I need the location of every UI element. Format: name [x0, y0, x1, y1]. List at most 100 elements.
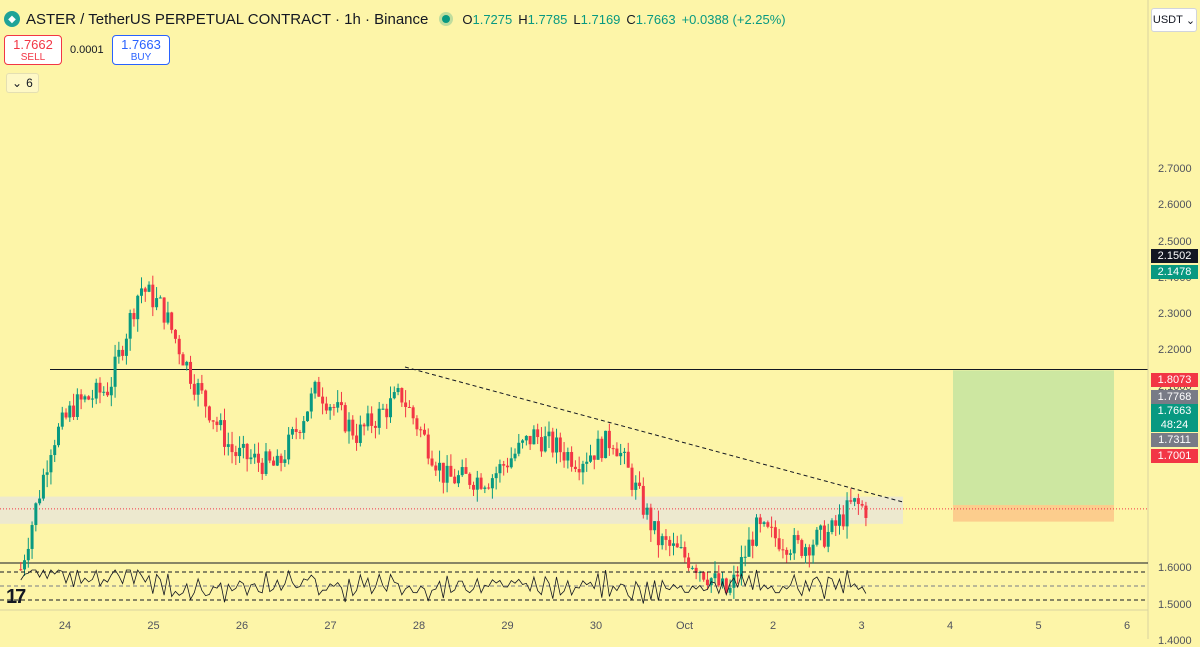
candle [260, 462, 264, 474]
candle [528, 435, 532, 445]
candle [162, 297, 166, 323]
candle [739, 557, 743, 577]
candle [762, 522, 766, 525]
candle [785, 549, 789, 555]
candle [736, 574, 740, 577]
candle [464, 467, 468, 474]
candle [811, 544, 815, 556]
candle [483, 487, 487, 489]
candle [41, 474, 45, 499]
candle [189, 361, 193, 384]
candle [328, 406, 332, 411]
candle [264, 451, 268, 474]
candle [585, 461, 589, 464]
candle [94, 382, 98, 399]
candle [241, 443, 245, 448]
candle [113, 356, 117, 387]
buy-label: BUY [130, 52, 152, 63]
candle [72, 405, 76, 417]
candle [577, 469, 581, 473]
candle [139, 288, 143, 296]
candle [200, 383, 204, 391]
candle [758, 517, 762, 525]
candle [143, 288, 147, 292]
price-axis-label: 1.5000 [1158, 598, 1192, 611]
price-tag: 1.7001 [1151, 449, 1198, 463]
candle [309, 393, 313, 412]
candle [298, 431, 302, 433]
candle [479, 477, 483, 489]
candle [370, 413, 374, 426]
candle [664, 536, 668, 540]
candle [396, 388, 400, 393]
candle [490, 478, 494, 489]
candle [539, 437, 543, 452]
trend-line [404, 366, 904, 503]
candle [513, 453, 517, 459]
aster-logo-icon: ◆ [4, 11, 20, 27]
candle [604, 430, 608, 459]
tradingview-logo[interactable]: 17 [6, 586, 26, 608]
candle [449, 465, 453, 477]
candle [275, 455, 279, 466]
candle [683, 547, 687, 558]
candle [392, 392, 396, 399]
candle [411, 407, 415, 419]
candle [841, 514, 845, 527]
candle [75, 394, 79, 417]
candle [475, 477, 479, 490]
sell-button[interactable]: 1.7662 SELL [4, 35, 62, 65]
indicators-toggle-button[interactable]: ⌄ 6 [6, 73, 39, 93]
candle [630, 467, 634, 490]
candle [834, 520, 838, 526]
price-axis-label: 2.7000 [1158, 162, 1192, 175]
candle [638, 482, 642, 486]
price-tag: 48:24 [1151, 418, 1198, 432]
candle [234, 452, 238, 457]
candle [324, 403, 328, 411]
candle [788, 553, 792, 555]
time-axis-label: Oct [675, 620, 694, 632]
candle [781, 549, 785, 551]
symbol-title: ASTER / TetherUS PERPETUAL CONTRACT · 1h… [26, 10, 429, 28]
candle [351, 419, 355, 436]
candle [362, 424, 366, 427]
price-tag: 2.1502 [1151, 249, 1198, 263]
candle [766, 522, 770, 527]
buy-button[interactable]: 1.7663 BUY [112, 35, 170, 65]
candle [626, 451, 630, 468]
candle [226, 444, 230, 447]
price-axis-label: 2.5000 [1158, 235, 1192, 248]
candle [615, 448, 619, 457]
candle [336, 402, 340, 408]
candle [645, 507, 649, 515]
candle [434, 465, 438, 471]
candle [90, 398, 94, 400]
price-axis-label: 2.2000 [1158, 344, 1192, 357]
candle [468, 473, 472, 485]
candle [524, 435, 528, 441]
candle [339, 402, 343, 406]
candle [562, 452, 566, 461]
candle [853, 498, 857, 502]
price-tag: 1.7768 [1151, 390, 1198, 404]
candle [770, 526, 774, 528]
candle [800, 540, 804, 556]
currency-selector[interactable]: USDT ⌄ [1151, 8, 1197, 32]
oscillator-line [20, 569, 867, 604]
candle [347, 419, 351, 432]
candle [713, 573, 717, 579]
candle [600, 438, 604, 459]
candle [219, 420, 223, 426]
symbol-header[interactable]: ◆ ASTER / TetherUS PERPETUAL CONTRACT · … [4, 9, 786, 29]
candle [204, 390, 208, 407]
candle [83, 396, 87, 400]
candle [641, 485, 645, 515]
candle [532, 429, 536, 445]
time-axis-label: 3 [858, 620, 865, 632]
candle [302, 421, 306, 433]
candle [249, 457, 253, 460]
candle [634, 482, 638, 490]
candle [389, 398, 393, 418]
